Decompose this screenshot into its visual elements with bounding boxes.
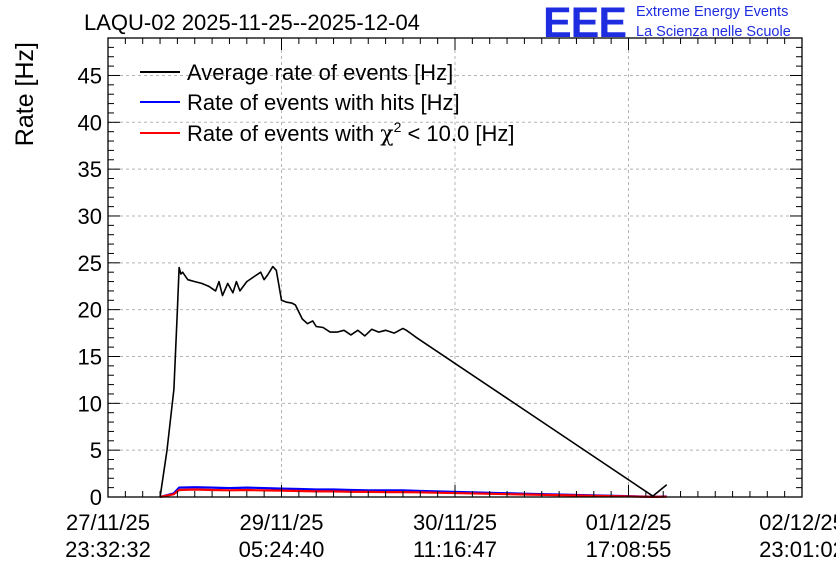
logo-line-2: La Scienza nelle Scuole — [636, 24, 791, 40]
y-tick-label-0: 0 — [90, 485, 102, 510]
legend-label-0: Average rate of events [Hz] — [187, 60, 453, 85]
x-tick-label-time-0: 23:32:32 — [65, 537, 151, 562]
y-tick-label-6: 30 — [78, 204, 102, 229]
series-line-0 — [159, 265, 668, 498]
y-tick-label-4: 20 — [78, 298, 102, 323]
y-tick-label-8: 40 — [78, 110, 102, 135]
x-tick-label-date-1: 29/11/25 — [239, 510, 323, 535]
series-line-1 — [159, 486, 667, 499]
x-tick-label-date-2: 30/11/25 — [413, 510, 497, 535]
y-tick-label-1: 5 — [90, 438, 102, 463]
y-tick-label-7: 35 — [78, 157, 102, 182]
x-tick-label-time-4: 23:01:02 — [759, 537, 836, 562]
x-tick-label-time-2: 11:16:47 — [413, 537, 497, 562]
y-tick-label-2: 10 — [78, 391, 102, 416]
y-axis-label: Rate [Hz] — [11, 42, 39, 146]
logo-line-1: Extreme Energy Events — [636, 4, 789, 20]
y-tick-label-3: 15 — [78, 344, 102, 369]
chart-title: LAQU-02 2025-11-25--2025-12-04 — [84, 10, 420, 35]
x-tick-label-date-0: 27/11/25 — [66, 510, 150, 535]
y-tick-label-9: 45 — [78, 63, 102, 88]
x-tick-label-date-3: 01/12/25 — [586, 510, 672, 535]
y-tick-label-5: 25 — [78, 251, 102, 276]
x-tick-label-time-3: 17:08:55 — [586, 537, 672, 562]
x-tick-label-time-1: 05:24:40 — [239, 537, 325, 562]
legend-label-1: Rate of events with hits [Hz] — [187, 90, 460, 115]
series-line-2 — [159, 488, 667, 499]
legend-label-2: Rate of events with χ2 < 10.0 [Hz] — [187, 119, 514, 147]
x-tick-label-date-4: 02/12/25 — [759, 510, 836, 535]
